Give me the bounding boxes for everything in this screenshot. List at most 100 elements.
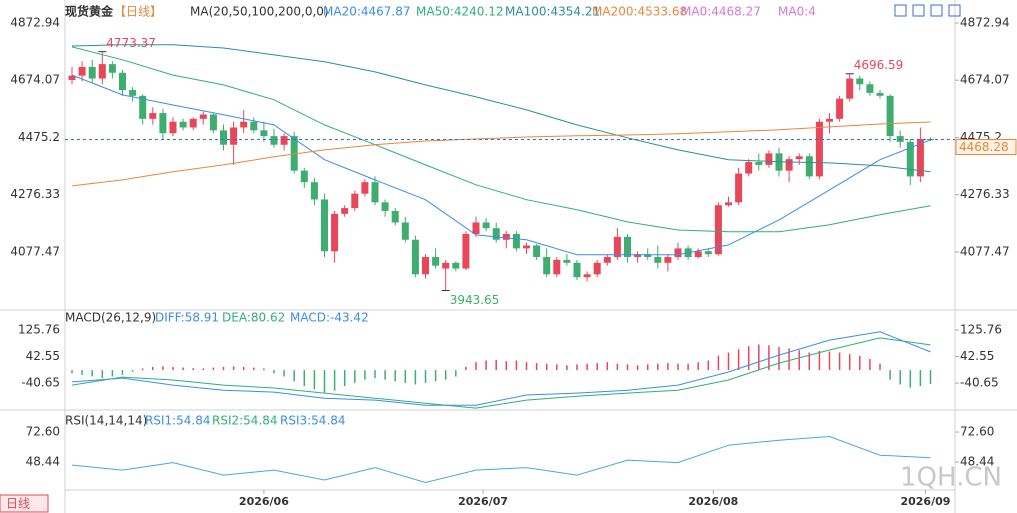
candle-body [644,254,652,258]
candle-body [179,121,187,128]
candle-body [694,251,702,258]
period[interactable]: 【日线】 [114,5,162,19]
candle-body [916,138,924,177]
annotation: 4773.37 [106,36,156,50]
candle-body [624,236,631,258]
candle-body [714,205,722,255]
footer-tag-box[interactable] [0,494,49,513]
candle-body [108,64,116,73]
candle-body [240,121,248,128]
legend-entry: DIFF:58.91 [155,311,219,325]
y-tick-label-left: 4475.2 [18,130,60,144]
candle-body [169,121,177,134]
candle-body [573,262,581,278]
legend-entry: MA0:4 [778,5,816,19]
candle-body [88,67,96,79]
legend-entry: DEA:80.62 [222,311,285,325]
y-tick-label-left: 4077.47 [10,244,60,258]
candle-body [634,254,642,258]
candle-body [704,251,712,255]
candle-body [553,259,561,275]
x-tick-label: 2026/09 [900,495,950,508]
y-tick-label: 125.76 [960,322,1002,336]
legend-entry: MACD:-43.42 [290,311,369,325]
candle-body [300,170,308,183]
candle-body [290,136,298,171]
candle-body [866,84,874,93]
y-tick-label-left: 4674.07 [10,73,60,87]
y-tick-label-left: 125.76 [18,322,60,336]
candle-body [846,78,854,99]
candle-body [462,233,470,269]
y-tick-label: 42.55 [960,349,994,363]
candle-body [149,113,157,119]
y-tick-label: 4674.07 [960,73,1010,87]
y-tick-label: 4872.94 [960,15,1010,29]
candle-body [876,92,884,96]
ma-line [71,121,931,187]
y-tick-label-left: 42.55 [26,349,60,363]
ma-line [71,74,931,256]
y-tick-label: 72.60 [960,425,994,439]
tool-icon[interactable] [948,4,961,17]
candle-body [98,64,106,79]
candle-body [422,257,429,275]
candle-body [68,75,76,80]
candle-body [310,182,318,200]
y-tick-label: -40.65 [960,376,999,390]
tool-icon[interactable] [894,4,907,17]
candle-body [119,72,126,91]
candle-body [805,156,813,177]
candle-body [533,245,541,258]
tool-icon[interactable] [930,4,943,17]
candle-body [260,130,268,137]
candle-body [321,199,328,252]
indicator: MA(20,50,100,200,0,0) [190,5,329,19]
rsi-title: RSI(14,14,14) [65,414,147,428]
candle-body [159,113,167,134]
macd-line [71,331,931,406]
x-tick-label: 2026/08 [688,495,738,508]
legend-entry: MA50:4240.12 [416,5,504,19]
legend-entry: MA20:4467.87 [323,5,411,19]
candle-body [129,90,137,96]
y-tick-label-left: -40.65 [21,376,60,390]
candle-body [674,248,682,258]
candle-body [826,118,833,122]
macd-line [71,337,931,409]
candle-body [432,257,440,266]
candle-body [250,121,258,131]
tool-icon[interactable] [912,4,925,17]
candle-body [755,162,763,165]
candle-body [442,262,450,269]
candle-body [341,208,349,214]
toolbar[interactable] [894,4,961,17]
chart-title: 现货黄金 [65,4,114,19]
candle-body [745,162,753,174]
candle-body [512,233,520,249]
macd-title: MACD(26,12,9) [65,311,156,325]
candle-body [654,257,662,263]
candle-body [502,233,510,240]
annotation: 4696.59 [854,58,904,72]
candle-body [886,95,894,137]
footer-tag[interactable]: 日线 [6,497,30,511]
candle-body [613,236,621,258]
last-price-box [955,138,1017,155]
candle-body [523,245,530,249]
candle-body [906,141,914,177]
candle-body [563,259,571,263]
legend-entry: MA0:4468.27 [681,5,761,19]
legend-entry: RSI2:54.84 [212,414,278,428]
last-price-label: 4468.28 [959,140,1009,154]
candle-body [280,136,288,145]
candle-body [230,127,238,145]
y-tick-label: 48.44 [960,455,994,469]
candle-body [351,193,359,209]
legend-entry: RSI1:54.84 [145,414,211,428]
candle-body [220,130,227,145]
candle-body [815,121,823,177]
candle-body [472,222,480,234]
rsi-line [71,435,931,484]
y-tick-label: 4276.33 [960,187,1010,201]
